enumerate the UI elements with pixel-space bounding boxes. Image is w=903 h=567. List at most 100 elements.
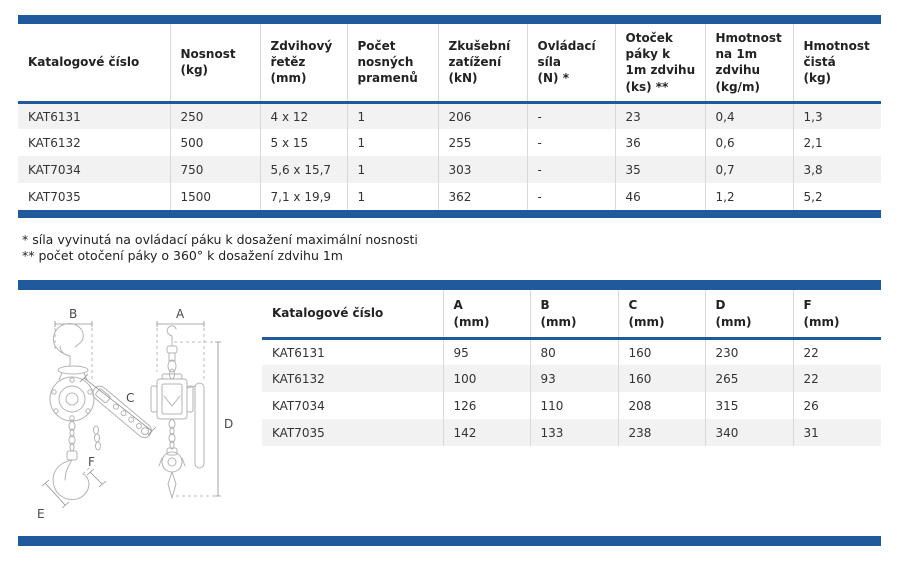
header-row: Katalogové číslo Nosnost (kg) Zdvihový řet… — [18, 24, 881, 104]
cell: 126 — [442, 392, 530, 420]
flange-right — [186, 385, 194, 413]
swivel-block — [66, 450, 78, 461]
footnote-lever-turns: ** počet otočení páky o 360° k dosažení … — [22, 247, 343, 263]
cell: 36 — [614, 129, 705, 157]
top-hook-tip — [74, 342, 81, 348]
dim-label-f: F — [88, 455, 95, 469]
column-header: Zkušební zatížení (kN) — [437, 24, 527, 104]
spec-sheet-page: Katalogové číslo Nosnost (kg) Zdvihový řet… — [18, 15, 881, 547]
cell: 1 — [346, 129, 438, 157]
lever-pivot — [186, 385, 196, 389]
cell: KAT6131 — [28, 109, 81, 124]
cell: 160 — [617, 365, 705, 393]
dim-ticks-a — [156, 321, 205, 328]
cell: KAT7035 — [28, 189, 81, 204]
table-row: KAT7034 750 5,6 x 15,7 1 303-35 0,7 3,8 — [18, 156, 881, 184]
chain-link — [69, 428, 75, 438]
column-header: Zdvihový řetěz (mm) — [259, 24, 347, 104]
dim-ext-d — [174, 341, 215, 497]
column-header: Otoček páky k 1m zdvihu (ks) ** — [614, 24, 705, 104]
cell: 0,7 — [704, 156, 793, 184]
cell: 1 — [346, 183, 438, 211]
cell: 110 — [529, 392, 618, 420]
hook-latch — [82, 465, 92, 475]
cell: - — [526, 183, 615, 211]
cell: 26 — [792, 392, 881, 420]
accent-bar-section-top — [18, 280, 881, 291]
cell: 31 — [792, 419, 881, 447]
table-row: KAT7034 126 110 208 315 26 — [262, 392, 881, 420]
cell: 500 — [169, 129, 260, 157]
chain-link — [68, 435, 76, 446]
body-chevron — [163, 395, 181, 407]
cell: 250 — [169, 102, 260, 130]
flange-left — [150, 385, 158, 413]
table-row: KAT6132 500 5 x 15 1 255-36 0,6 2,1 — [18, 129, 881, 157]
table-row: KAT6131 95 80 160 230 22 — [262, 338, 881, 366]
lever-handle — [92, 385, 152, 439]
cell: 230 — [704, 338, 793, 366]
cell: KAT6132 — [272, 371, 325, 386]
cell: 142 — [442, 419, 530, 447]
cell: KAT7034 — [272, 398, 325, 413]
swivel-block-side — [166, 447, 178, 456]
cell: 160 — [617, 338, 705, 366]
bottom-hook-inner — [64, 459, 73, 481]
cell: 5,6 x 15,7 — [259, 156, 347, 184]
cell: 4 x 12 — [259, 102, 347, 130]
dim-label-e: E — [37, 507, 45, 521]
column-header: Nosnost (kg) — [169, 24, 260, 104]
column-header: Počet nosných pramenů — [346, 24, 438, 104]
cell: KAT7035 — [272, 425, 325, 440]
cell: 22 — [792, 365, 881, 393]
bolt — [51, 389, 57, 395]
column-header: A (mm) — [442, 290, 530, 340]
dim-ticks-d — [215, 341, 221, 497]
dim-label-d: D — [224, 417, 233, 431]
column-header: Katalogové číslo — [262, 290, 443, 340]
cell: 95 — [442, 338, 530, 366]
lever-outline — [92, 385, 152, 439]
cell: 5 x 15 — [259, 129, 347, 157]
accent-bar-top — [18, 15, 881, 24]
lever-hole — [120, 410, 127, 417]
clevis — [166, 345, 178, 354]
top-hook — [52, 323, 84, 367]
cell: 1,3 — [792, 102, 881, 130]
bolt — [69, 415, 75, 421]
bottom-hook-hub — [167, 457, 177, 467]
dim-line-f — [89, 471, 103, 485]
cell: 3,8 — [792, 156, 881, 184]
dimensions-table: Katalogové číslo A (mm) B (mm) C (mm) D (mm)… — [262, 290, 881, 447]
column-header: D (mm) — [704, 290, 793, 340]
dimensions-body: B — [18, 290, 881, 536]
lever-hole — [135, 423, 142, 430]
accent-bar-table-bottom — [18, 210, 881, 219]
column-header: Hmotnost na 1m zdvihu (kg/m) — [704, 24, 793, 104]
cell: KAT7034 — [28, 162, 81, 177]
body-cap — [161, 373, 183, 380]
column-header: Hmotnost čistá (kg) — [792, 24, 881, 104]
cell: - — [526, 129, 615, 157]
cell: 2,1 — [792, 129, 881, 157]
column-header: F (mm) — [792, 290, 881, 340]
cell: 238 — [617, 419, 705, 447]
accent-bar-page-bottom — [18, 536, 881, 547]
body-inner — [161, 383, 183, 415]
dim-ticks-e — [41, 479, 70, 509]
bolt — [53, 408, 59, 414]
lever-hole — [128, 416, 135, 423]
cell: 46 — [614, 183, 705, 211]
lever-side — [194, 382, 205, 469]
bolt — [69, 377, 75, 383]
hoist-side-view: A — [150, 307, 233, 499]
hoist-front-view: B — [37, 307, 157, 521]
gear-housing-mid — [58, 385, 86, 413]
bolt — [87, 389, 93, 395]
cell: 23 — [614, 102, 705, 130]
cell: 0,6 — [704, 129, 793, 157]
top-hook-side — [166, 325, 177, 347]
cell: 1500 — [169, 183, 260, 211]
hook-lugs — [158, 457, 186, 467]
cell: - — [526, 156, 615, 184]
